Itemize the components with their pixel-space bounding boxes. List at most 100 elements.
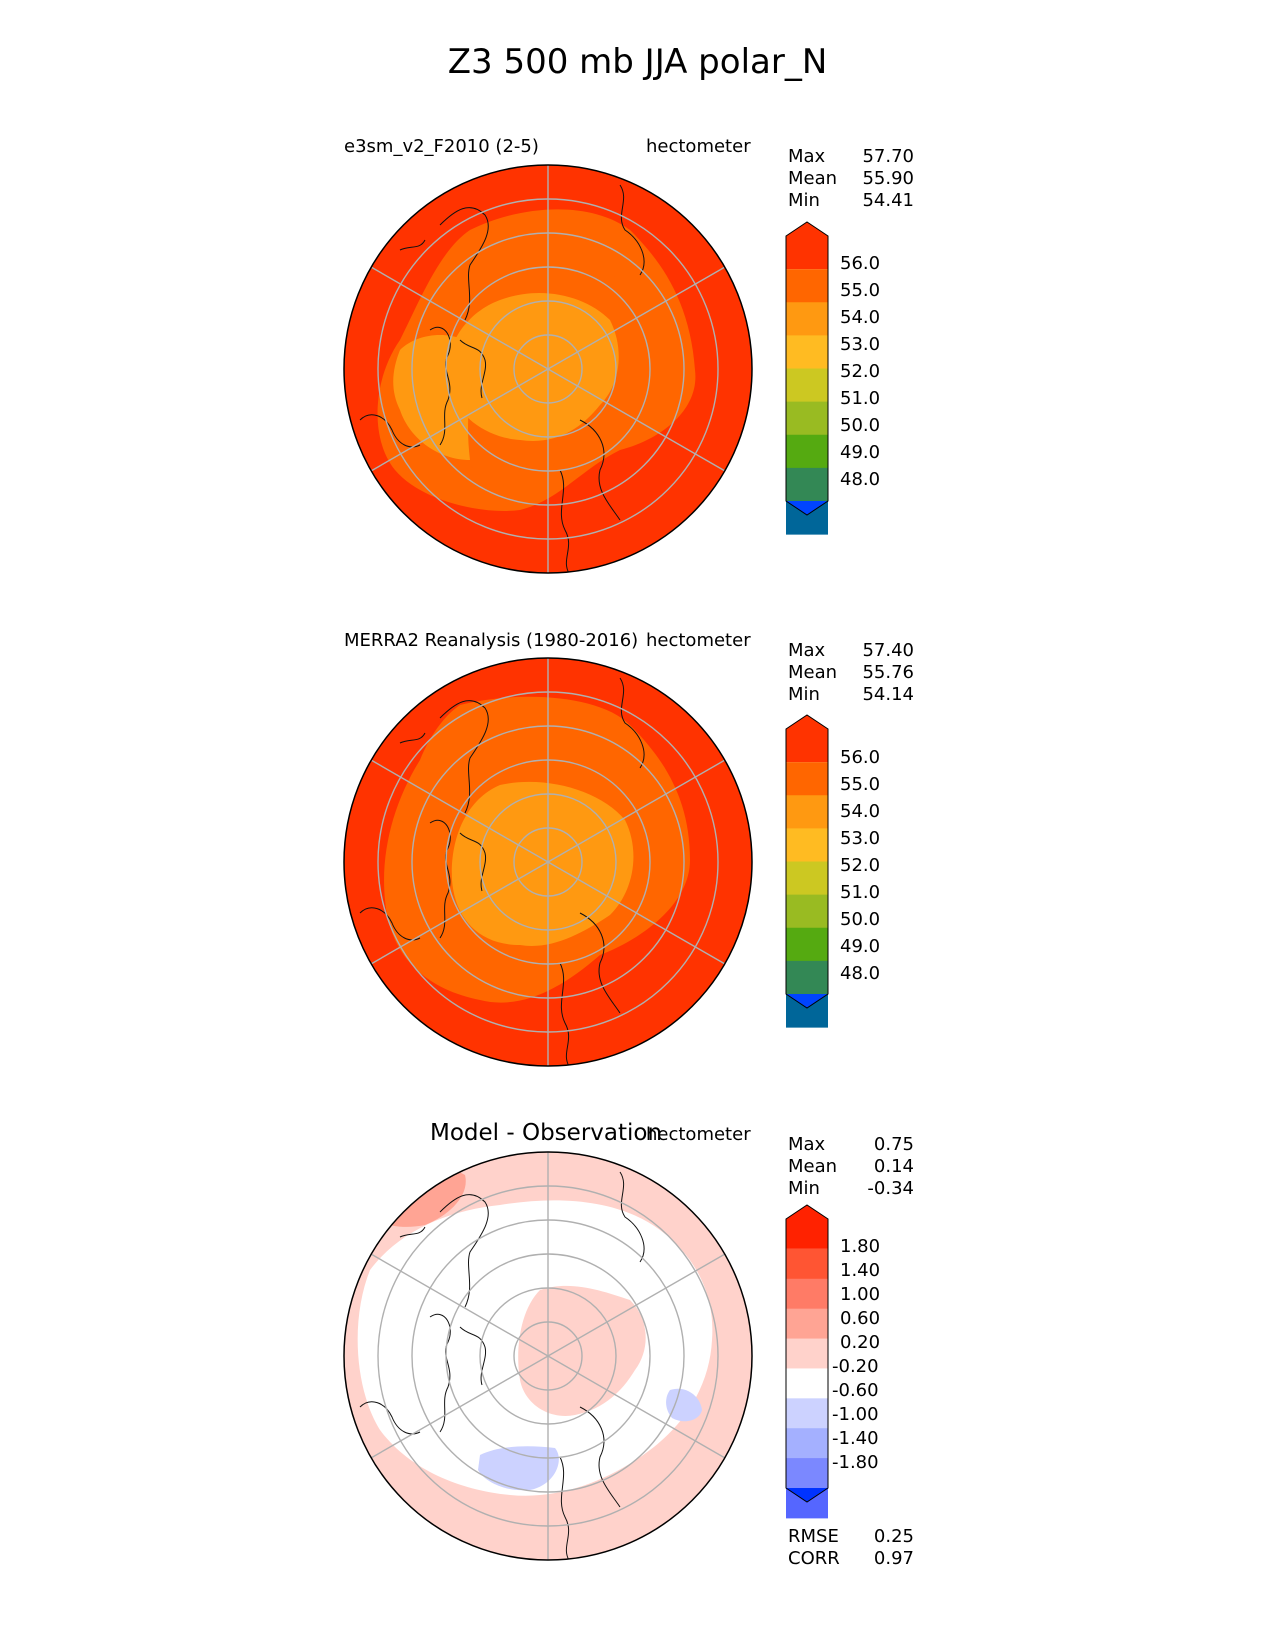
panel-ref-units: hectometer <box>646 630 751 651</box>
colorbar-segment <box>786 222 828 270</box>
colorbar-segment <box>786 1488 828 1502</box>
panel-ref-mean-label: Mean <box>788 662 838 683</box>
panel-test-min-value: 54.41 <box>862 190 914 211</box>
panel-ref-title: MERRA2 Reanalysis (1980-2016) <box>344 630 639 651</box>
colorbar-test <box>785 221 829 535</box>
colorbar-tick: 0.60 <box>840 1308 881 1329</box>
map-ref-coastlines <box>359 677 645 1066</box>
panel-diff-mean-value: 0.14 <box>873 1156 914 1177</box>
panel-test-max-label: Max <box>788 146 826 167</box>
panel-ref-min-label: Min <box>788 684 820 705</box>
colorbar-tick: 53.0 <box>840 334 881 355</box>
colorbar-segment <box>786 828 828 862</box>
figure-title: Z3 500 mb JJA polar_N <box>447 42 828 82</box>
panel-diff-max-label: Max <box>788 1134 826 1155</box>
colorbar-tick: 49.0 <box>840 442 881 463</box>
panel-diff-min-label: Min <box>788 1178 820 1199</box>
colorbar-segment <box>786 1338 828 1369</box>
panel-ref-mean-value: 55.76 <box>862 662 914 683</box>
panel-ref-min-value: 54.14 <box>862 684 914 705</box>
colorbar-segment <box>786 795 828 829</box>
map-test-coastlines <box>359 184 645 573</box>
panel-diff-min-value: -0.34 <box>867 1178 914 1199</box>
colorbar-tick: 52.0 <box>840 855 881 876</box>
colorbar-tick: 48.0 <box>840 469 881 490</box>
panel-test-min-label: Min <box>788 190 820 211</box>
panel-diff-rmse-value: 0.25 <box>873 1526 914 1547</box>
colorbar-segment <box>786 269 828 303</box>
colorbar-tick: 56.0 <box>840 253 881 274</box>
panel-diff-corr-label: CORR <box>788 1548 840 1569</box>
panel-diff-rmse-label: RMSE <box>788 1526 839 1547</box>
colorbar-tick: 48.0 <box>840 963 881 984</box>
colorbar-tick: -0.20 <box>832 1356 879 1377</box>
colorbar-tick: 55.0 <box>840 774 881 795</box>
colorbar-tick: 1.00 <box>840 1284 881 1305</box>
colorbar-tick: 53.0 <box>840 828 881 849</box>
colorbar-tick: 54.0 <box>840 307 881 328</box>
colorbar-tick: 49.0 <box>840 936 881 957</box>
colorbar-segment <box>786 434 828 469</box>
colorbar-outline <box>785 221 829 516</box>
colorbar-segment <box>786 1398 828 1429</box>
panel-ref-max-value: 57.40 <box>862 640 914 661</box>
colorbar-tick: -1.40 <box>832 1428 879 1449</box>
colorbar-segment <box>786 302 828 336</box>
colorbar-tick: -1.00 <box>832 1404 879 1425</box>
panel-test-mean-value: 55.90 <box>862 168 914 189</box>
colorbar-tick: 50.0 <box>840 415 881 436</box>
colorbar-tick: -0.60 <box>832 1380 879 1401</box>
panel-diff-mean-label: Mean <box>788 1156 838 1177</box>
panel-diff-units: hectometer <box>646 1124 751 1145</box>
colorbar-segment <box>786 762 828 796</box>
map-test-gridlines <box>370 165 726 573</box>
colorbar-segment <box>786 1248 828 1280</box>
colorbar-tick: 0.20 <box>840 1332 881 1353</box>
colorbar-segment <box>786 960 828 995</box>
panel-diff-corr-value: 0.97 <box>873 1548 914 1569</box>
colorbar-segment <box>786 1205 828 1249</box>
colorbar-tick: 51.0 <box>840 882 881 903</box>
colorbar-segment <box>786 401 828 436</box>
colorbar-segment <box>786 894 828 929</box>
colorbar-segment <box>786 335 828 369</box>
colorbar-tick: 56.0 <box>840 747 881 768</box>
map-ref-gridlines <box>370 658 726 1066</box>
map-test-boundary <box>343 164 753 574</box>
colorbar-tick: 52.0 <box>840 361 881 382</box>
colorbar-segment <box>786 861 828 896</box>
colorbar-segment <box>786 1458 828 1489</box>
colorbar-outline <box>785 714 829 1009</box>
colorbar-segment <box>786 927 828 962</box>
colorbar-tick: 1.40 <box>840 1260 881 1281</box>
map-diff-coastlines <box>359 1171 645 1560</box>
colorbar-diff <box>785 1204 829 1519</box>
colorbar-segment <box>786 1428 828 1459</box>
colorbar-tick: -1.80 <box>832 1452 879 1473</box>
colorbar-segment <box>786 715 828 763</box>
colorbar-ref <box>785 714 829 1028</box>
panel-test-mean-label: Mean <box>788 168 838 189</box>
colorbar-segment <box>786 1308 828 1340</box>
colorbar-segment <box>786 1278 828 1310</box>
map-ref-boundary <box>343 657 753 1067</box>
colorbar-segment <box>786 368 828 403</box>
colorbar-tick: 54.0 <box>840 801 881 822</box>
colorbar-segment <box>786 501 828 515</box>
colorbar-outline <box>785 1204 829 1503</box>
panel-diff-max-value: 0.75 <box>873 1134 914 1155</box>
colorbar-tick: 55.0 <box>840 280 881 301</box>
panel-test-max-value: 57.70 <box>862 146 914 167</box>
colorbar-tick: 51.0 <box>840 388 881 409</box>
colorbar-segment <box>786 994 828 1008</box>
panel-test-title: e3sm_v2_F2010 (2-5) <box>344 136 539 157</box>
colorbar-segment <box>786 467 828 502</box>
colorbar-tick: 1.80 <box>840 1236 881 1257</box>
panel-test-units: hectometer <box>646 136 751 157</box>
panel-ref-max-label: Max <box>788 640 826 661</box>
map-diff-boundary <box>343 1151 753 1561</box>
panel-diff-title: Model - Observation <box>430 1120 663 1146</box>
map-diff-gridlines <box>370 1152 726 1560</box>
colorbar-tick: 50.0 <box>840 909 881 930</box>
